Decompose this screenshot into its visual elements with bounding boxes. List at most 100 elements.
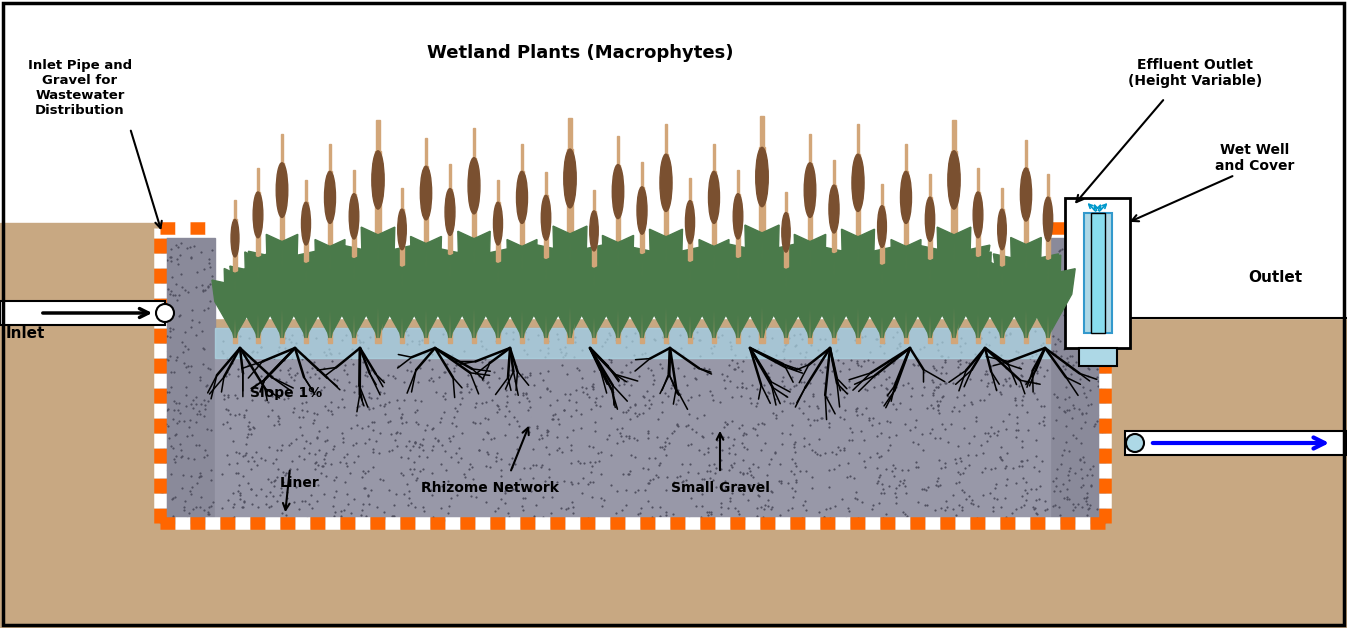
Point — [237, 479, 259, 489]
Bar — [855, 154, 861, 343]
Point — [537, 449, 559, 459]
Point — [185, 502, 206, 512]
Point — [826, 346, 847, 356]
Point — [346, 410, 368, 420]
Point — [1025, 503, 1047, 513]
Point — [838, 376, 859, 386]
Point — [1049, 246, 1071, 256]
Point — [272, 477, 294, 487]
Point — [835, 472, 857, 482]
Point — [346, 438, 368, 448]
Point — [490, 470, 512, 480]
Point — [979, 360, 1001, 371]
Polygon shape — [726, 244, 762, 333]
Point — [516, 372, 537, 382]
Point — [321, 356, 342, 366]
Point — [373, 401, 395, 411]
Point — [337, 449, 358, 459]
Point — [290, 422, 311, 432]
Point — [815, 362, 836, 372]
Point — [1075, 264, 1096, 274]
Ellipse shape — [253, 192, 263, 238]
Point — [255, 394, 276, 404]
Point — [1086, 326, 1107, 336]
Point — [168, 290, 190, 300]
Point — [554, 350, 575, 360]
Point — [913, 342, 935, 352]
Point — [295, 398, 317, 408]
Point — [154, 411, 175, 421]
Point — [692, 449, 714, 459]
Point — [959, 374, 981, 384]
Point — [191, 344, 213, 354]
Point — [1087, 283, 1109, 293]
Polygon shape — [450, 264, 478, 333]
Point — [735, 352, 757, 362]
Point — [457, 379, 478, 389]
Point — [334, 477, 356, 487]
Point — [1012, 359, 1033, 369]
Point — [346, 420, 368, 430]
Point — [832, 443, 854, 453]
Bar — [929, 174, 931, 197]
Point — [947, 441, 968, 451]
Point — [1052, 268, 1074, 278]
Point — [1068, 404, 1090, 414]
Point — [224, 499, 245, 509]
Point — [1025, 378, 1047, 388]
Point — [331, 335, 353, 345]
Point — [819, 405, 841, 415]
Point — [582, 384, 603, 394]
Point — [839, 423, 861, 433]
Point — [560, 411, 582, 421]
Point — [1082, 338, 1103, 349]
Point — [217, 450, 238, 460]
Point — [954, 487, 975, 497]
Polygon shape — [929, 269, 958, 333]
Point — [1013, 391, 1034, 401]
Point — [1044, 339, 1065, 349]
Point — [731, 382, 753, 392]
Point — [975, 369, 997, 379]
Point — [1008, 347, 1029, 357]
Point — [725, 327, 746, 337]
Point — [447, 457, 469, 467]
Point — [201, 465, 222, 475]
Bar — [1083, 213, 1111, 333]
Point — [447, 490, 469, 500]
Polygon shape — [1048, 269, 1075, 333]
Point — [1008, 362, 1029, 372]
Point — [917, 482, 939, 492]
Point — [1079, 347, 1100, 357]
Point — [485, 506, 506, 516]
Polygon shape — [618, 252, 652, 333]
Point — [233, 412, 255, 422]
Point — [194, 452, 216, 462]
Point — [1065, 357, 1087, 367]
Point — [640, 365, 661, 375]
Point — [466, 381, 488, 391]
Point — [737, 444, 758, 454]
Point — [612, 367, 633, 377]
Point — [1076, 510, 1098, 520]
Point — [509, 474, 531, 484]
Point — [292, 330, 314, 340]
Point — [995, 376, 1017, 386]
Point — [314, 347, 335, 357]
Point — [431, 481, 453, 491]
Point — [846, 357, 867, 367]
Point — [201, 475, 222, 485]
Point — [754, 438, 776, 448]
Point — [1028, 466, 1049, 476]
Point — [245, 447, 267, 457]
Point — [1032, 338, 1053, 348]
Point — [1002, 463, 1024, 474]
Point — [496, 377, 517, 387]
Point — [927, 338, 948, 349]
Point — [267, 411, 288, 421]
Point — [652, 443, 674, 453]
Point — [395, 326, 416, 336]
Point — [275, 468, 296, 478]
Point — [509, 421, 531, 431]
Point — [393, 377, 415, 387]
